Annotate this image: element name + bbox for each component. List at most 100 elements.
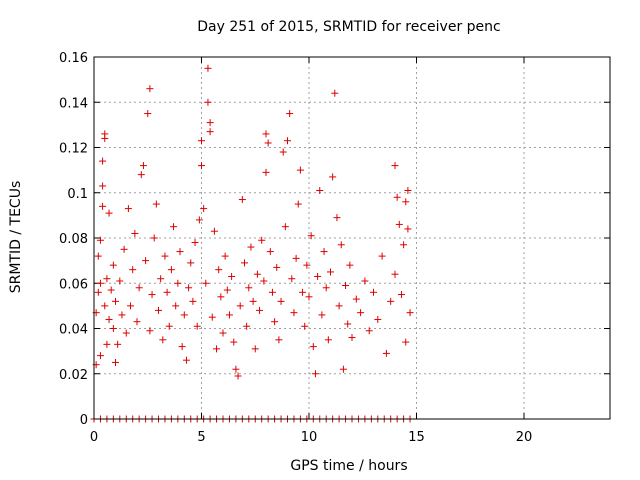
data-point [266,248,274,256]
data-point [243,322,251,330]
data-point [236,302,244,310]
y-tick-label: 0.04 [59,323,88,338]
data-point [256,306,264,314]
data-point [395,220,403,228]
data-point [127,302,135,310]
data-point [206,119,214,127]
data-point [352,295,360,303]
data-point [96,352,104,360]
data-point [337,241,345,249]
data-point [331,89,339,97]
data-point [397,291,405,299]
data-point [249,297,257,305]
data-point [370,288,377,296]
data-point [112,358,119,366]
data-point [335,302,343,310]
x-tick-label: 15 [408,430,425,445]
data-point [365,327,373,335]
data-point [320,248,328,256]
data-point [120,245,128,253]
data-point [137,171,145,179]
data-point [103,275,111,283]
data-point [208,313,216,321]
y-tick-label: 0.12 [59,142,88,157]
data-point [361,277,369,285]
data-point [258,236,266,244]
data-point [247,243,255,251]
data-point [124,205,132,213]
data-point [219,329,227,337]
data-point [112,297,119,305]
data-point [277,297,285,305]
data-point [271,318,279,326]
data-point [391,270,399,278]
data-point [213,345,221,353]
data-point [180,311,188,319]
data-point [105,315,113,323]
x-tick-label: 0 [90,430,98,445]
data-point [268,288,276,296]
data-point [191,239,199,247]
data-point [174,279,182,287]
data-point [178,343,186,351]
data-point [152,200,160,208]
data-point [185,284,193,292]
data-point [105,209,113,217]
data-point [202,279,210,287]
data-point [204,98,212,106]
data-point [146,85,154,93]
data-point [290,309,298,317]
data-point [159,336,167,344]
data-point [382,349,390,357]
data-point [238,196,246,204]
data-point [221,252,229,260]
data-point [404,225,412,233]
data-point [148,291,156,299]
data-point [118,311,126,319]
chart-title: Day 251 of 2015, SRMTID for receiver pen… [197,19,500,35]
x-tick-label: 10 [301,430,318,445]
data-point [234,372,242,380]
data-point [402,338,410,346]
data-point [262,130,270,138]
data-point [387,297,395,305]
data-point [303,261,311,269]
data-point [346,261,354,269]
data-point [109,261,117,269]
data-point [225,311,233,319]
data-point [101,302,109,310]
data-point [281,223,289,231]
data-point [296,166,304,174]
data-point [228,272,236,280]
data-point [195,216,203,224]
data-point [232,365,240,373]
data-point [344,320,352,328]
data-point [161,252,169,260]
data-point [348,334,356,342]
data-point [172,302,180,310]
data-points [90,64,414,423]
data-point [170,223,178,231]
data-point [322,284,330,292]
data-point [333,214,341,222]
data-point [251,345,259,353]
y-tick-label: 0.02 [59,368,88,383]
data-point [329,173,337,181]
data-point [357,309,365,317]
data-point [135,284,143,292]
data-point [223,286,231,294]
data-point [217,293,225,301]
data-point [157,275,165,283]
data-point [318,311,326,319]
data-point [103,340,111,348]
data-point [309,343,317,351]
data-point [193,322,201,330]
data-point [275,336,283,344]
data-point [187,259,195,267]
data-point [155,306,162,314]
data-point [200,205,208,213]
data-point [339,365,347,373]
data-point [299,288,307,296]
data-point [133,318,141,326]
